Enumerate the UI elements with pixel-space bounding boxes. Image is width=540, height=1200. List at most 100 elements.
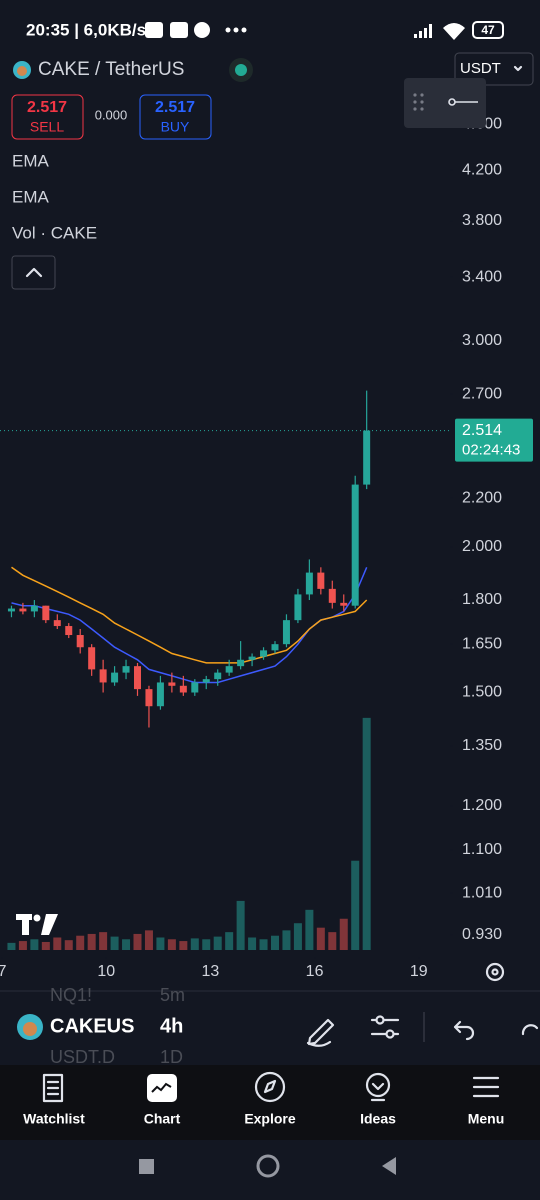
x-tick-label: 16 <box>306 963 324 980</box>
candle-body <box>248 656 256 660</box>
volume-bar <box>7 942 16 950</box>
volume-bar <box>236 900 245 950</box>
volume-bar <box>99 932 108 950</box>
collapse-button[interactable] <box>11 255 56 290</box>
wifi-icon <box>443 23 465 40</box>
candle-body <box>76 635 84 648</box>
candle-body <box>168 682 176 686</box>
candle-body <box>202 679 210 683</box>
volume-bar <box>190 938 199 950</box>
nav-label[interactable]: Explore <box>244 1111 296 1127</box>
candle-body <box>88 647 96 670</box>
home-button[interactable] <box>256 1154 280 1178</box>
chevron <box>513 65 523 72</box>
bottom-nav <box>0 1065 540 1140</box>
ghost-interval: 1D <box>160 1047 183 1067</box>
plot <box>0 390 450 950</box>
back-button[interactable] <box>382 1157 396 1175</box>
sell-button[interactable] <box>11 94 84 140</box>
ghost-symbol: USDT.D <box>50 1047 115 1067</box>
volume-bar <box>202 939 211 950</box>
countdown: 02:24:43 <box>462 442 520 459</box>
spread: 0.000 <box>95 107 128 122</box>
volume-bar <box>87 933 96 950</box>
candle-body <box>122 666 130 673</box>
volume-bar <box>76 935 85 950</box>
tv-logo <box>16 914 58 935</box>
chart-icon <box>151 1082 172 1093</box>
y-tick-label: 1.200 <box>462 797 502 814</box>
draw-icon[interactable] <box>306 1018 335 1047</box>
price-axis: 4.6004.2003.8003.4003.0002.7002.2002.000… <box>0 115 533 980</box>
settings-icon[interactable] <box>485 962 505 982</box>
volume-bar <box>156 937 165 950</box>
volume-bar <box>248 937 257 950</box>
last-price-label: 2.514 <box>462 422 502 439</box>
redo-icon <box>521 1024 539 1036</box>
candle-body <box>65 626 73 636</box>
volume-bar <box>64 940 73 950</box>
status-icon <box>194 22 210 38</box>
candle-body <box>363 430 371 485</box>
indicator-label[interactable]: EMA <box>12 187 50 206</box>
volume-bar <box>316 927 325 950</box>
volume-bar <box>167 939 176 950</box>
candle-body <box>179 685 187 693</box>
volume-bar <box>41 941 50 950</box>
candle-body <box>53 620 61 627</box>
candle-body <box>271 644 279 651</box>
symbol-logo <box>23 1022 37 1036</box>
y-tick-label: 3.000 <box>462 332 502 349</box>
line-tool <box>448 98 456 106</box>
status-time: 20:35 | 6,0KB/s <box>26 20 146 39</box>
ghost-interval: 5m <box>160 985 185 1005</box>
candle-body <box>111 672 119 683</box>
volume-bar <box>53 937 62 950</box>
x-tick-label: 13 <box>202 963 220 980</box>
nav-label[interactable]: Menu <box>468 1111 505 1127</box>
menu-icon <box>472 1076 500 1098</box>
volume-bar <box>271 935 279 950</box>
volume-bar <box>351 860 360 950</box>
volume-bar <box>213 936 222 950</box>
volume-bar <box>339 918 348 950</box>
nav-label[interactable]: Chart <box>144 1111 181 1127</box>
y-tick-label: 2.700 <box>462 386 502 403</box>
volume-bar <box>122 939 131 950</box>
volume-bar <box>305 909 314 950</box>
indicator-label[interactable]: Vol · CAKE <box>12 223 97 242</box>
toolbar-symbol[interactable]: CAKEUS <box>50 1015 134 1037</box>
volume-bar <box>328 932 337 950</box>
market-status <box>235 64 247 76</box>
recents-button[interactable] <box>139 1159 154 1174</box>
indicators-icon[interactable] <box>370 1015 400 1039</box>
volume-bar <box>133 933 142 950</box>
buy-button[interactable] <box>139 94 212 140</box>
indicator-label[interactable]: EMA <box>12 151 50 170</box>
sell-label: SELL <box>30 119 64 135</box>
candle-body <box>351 484 359 606</box>
nav-label[interactable]: Ideas <box>360 1111 396 1127</box>
settings-icon <box>491 968 499 976</box>
y-tick-label: 1.800 <box>462 591 502 608</box>
y-tick-label: 1.010 <box>462 884 502 901</box>
symbol-title[interactable]: CAKE / TetherUS <box>38 59 184 80</box>
currency-select[interactable] <box>454 52 534 86</box>
toolbar-interval[interactable]: 4h <box>160 1015 183 1037</box>
nav-label[interactable]: Watchlist <box>23 1111 85 1127</box>
x-tick-label: 7 <box>0 963 7 980</box>
volume-bar <box>110 936 119 950</box>
candle-body <box>7 608 15 612</box>
buy-label: BUY <box>161 119 190 135</box>
drag-handle <box>413 93 424 111</box>
signal-icon <box>414 24 432 38</box>
candle-body <box>260 650 268 657</box>
undo-icon[interactable] <box>453 1020 475 1041</box>
y-tick-label: 1.100 <box>462 841 502 858</box>
last-price-box <box>455 418 533 462</box>
system-nav <box>0 1140 540 1200</box>
status-icon <box>145 22 163 38</box>
volume-bar <box>282 930 291 950</box>
drawing-toolbar[interactable] <box>404 78 486 128</box>
